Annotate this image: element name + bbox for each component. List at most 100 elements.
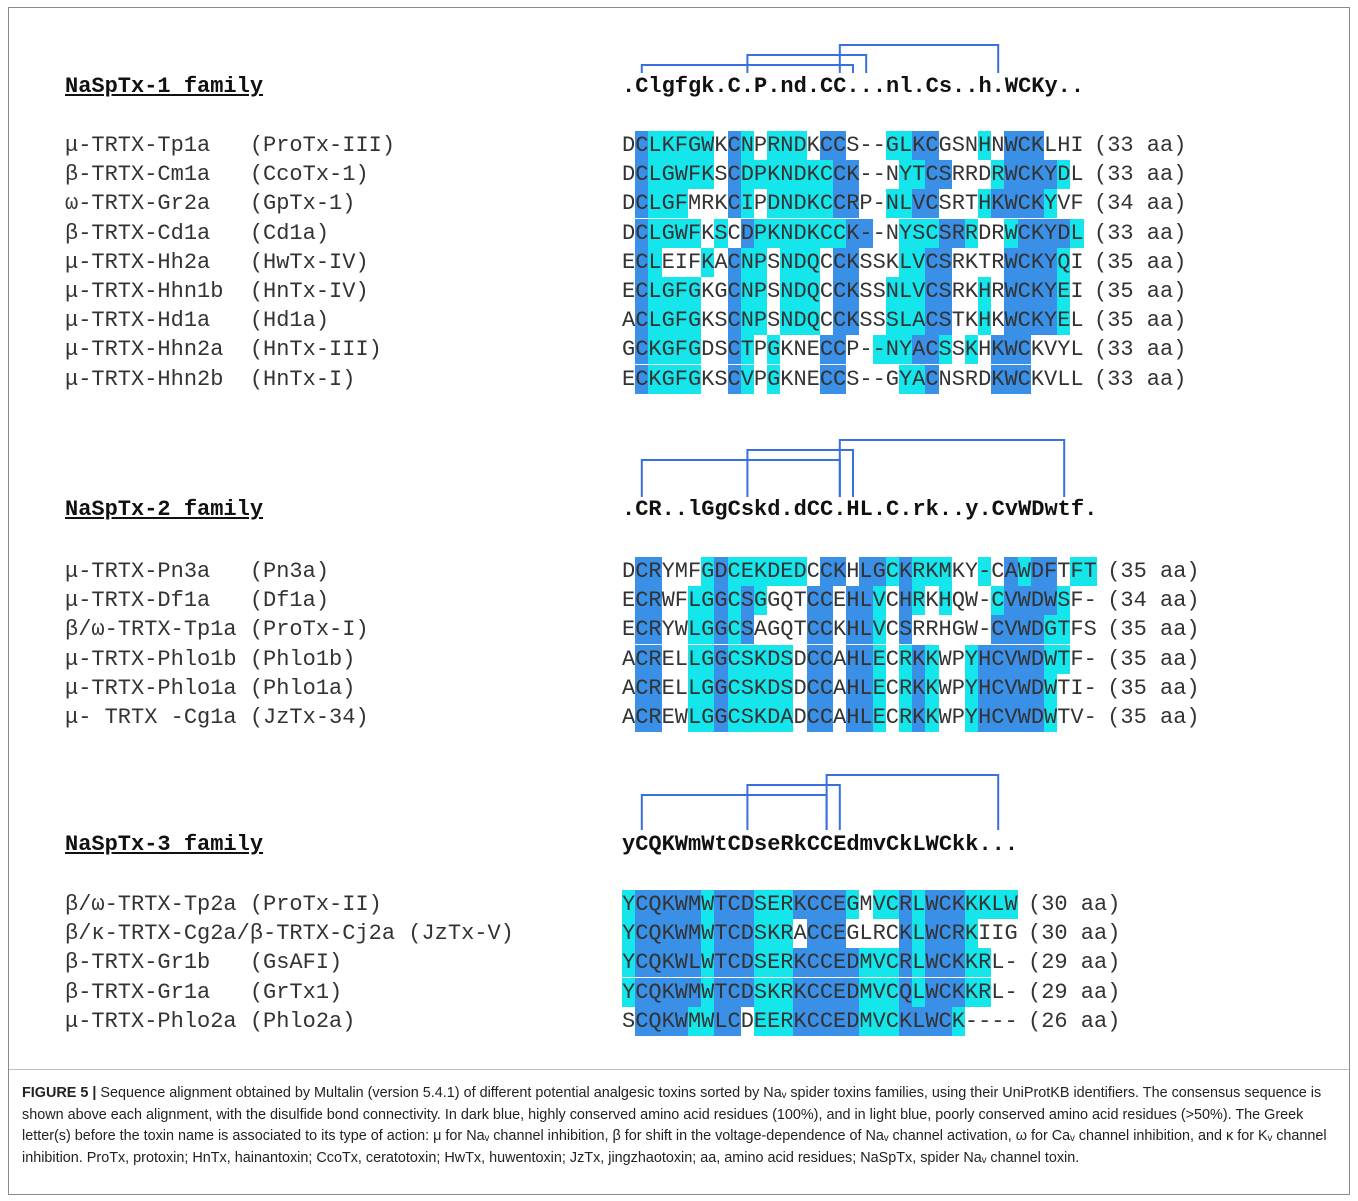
- residue: G: [714, 615, 728, 645]
- residue: L: [648, 160, 662, 190]
- toxin-name: μ-TRTX-Phlo1b (Phlo1b): [65, 646, 356, 672]
- residue: D: [793, 557, 807, 586]
- residue: C: [806, 644, 820, 674]
- residue: R: [925, 617, 939, 643]
- residue: -: [978, 1008, 992, 1034]
- residue: K: [767, 919, 781, 949]
- residue: G: [687, 131, 702, 160]
- residue: -: [859, 133, 873, 158]
- residue: L: [1070, 308, 1084, 334]
- residue: F: [687, 249, 702, 275]
- residue: S: [872, 249, 886, 275]
- residue: C: [819, 335, 834, 365]
- residue: C: [833, 247, 847, 277]
- residue: P: [753, 366, 768, 392]
- residue: H: [978, 306, 992, 336]
- residue: C: [819, 703, 834, 732]
- residue: E: [872, 703, 886, 732]
- residue: W: [1004, 131, 1018, 160]
- residue: E: [622, 279, 636, 304]
- residue: K: [925, 644, 939, 674]
- toxin-name: μ-TRTX-Df1a (Df1a): [65, 588, 330, 614]
- family-title: NaSpTx-3 family: [65, 832, 264, 857]
- residue: D: [793, 189, 807, 219]
- residue: S: [885, 306, 899, 336]
- residue: G: [885, 366, 899, 392]
- residue: Y: [622, 890, 636, 919]
- residue: Q: [648, 890, 662, 919]
- residue: G: [1044, 615, 1058, 645]
- residue: C: [925, 160, 939, 190]
- residue: D: [622, 191, 636, 217]
- residue: C: [635, 586, 649, 616]
- residue: G: [885, 131, 899, 160]
- residue: C: [635, 557, 649, 586]
- residue: Y: [622, 948, 636, 978]
- residue: P: [753, 306, 768, 336]
- residue: A: [912, 364, 926, 394]
- residue: C: [819, 308, 834, 334]
- toxin-sequence: ECRYWLGGCSAGQTCCKHLVCSRRHGW-CVWDGTFS: [622, 615, 1097, 645]
- residue: S: [872, 279, 886, 304]
- residue: W: [701, 919, 715, 949]
- toxin-sequence: DCLGFMRKCIPDNDKCCRP-NLVCSRTHKWCKYVF: [622, 189, 1084, 219]
- sequence-length: (35 aa): [1107, 646, 1200, 672]
- residue: D: [978, 366, 992, 392]
- toxin-name: μ-TRTX-Hhn2a (HnTx-III): [65, 337, 382, 363]
- residue: -: [859, 366, 873, 392]
- residue: R: [898, 703, 913, 732]
- residue: R: [978, 948, 992, 978]
- residue: I: [991, 921, 1005, 947]
- residue: D: [1030, 615, 1045, 645]
- residue: R: [780, 1006, 794, 1036]
- residue: D: [1030, 703, 1045, 732]
- residue: M: [859, 977, 873, 1007]
- residue: C: [635, 247, 649, 277]
- residue: A: [622, 308, 636, 334]
- residue: K: [964, 948, 979, 978]
- residue: N: [991, 133, 1005, 158]
- toxin-sequence: ECRWFLGGCSGGQTCCEHLVCHRKHQW-CVWDWSF-: [622, 586, 1097, 616]
- consensus-sequence: .Clgfgk.C.P.nd.CC...nl.Cs..h.WCKy..: [622, 74, 1085, 99]
- residue: S: [872, 308, 886, 334]
- residue: R: [780, 977, 794, 1007]
- residue: L: [991, 890, 1005, 919]
- residue: S: [1083, 617, 1097, 643]
- residue: C: [635, 890, 649, 919]
- toxin-name: μ-TRTX-Phlo1a (Phlo1a): [65, 675, 356, 701]
- residue: S: [714, 337, 728, 363]
- residue: L: [1070, 337, 1084, 363]
- residue: N: [780, 131, 794, 160]
- residue: C: [727, 948, 741, 978]
- residue: K: [1030, 131, 1045, 160]
- residue: L: [687, 644, 702, 674]
- toxin-name: μ-TRTX-Phlo2a (Phlo2a): [65, 1008, 356, 1034]
- residue: K: [701, 308, 715, 334]
- residue: C: [635, 703, 649, 732]
- toxin-sequence: YCQKWMWTCDSERKCCEGMVCRLWCKKKLW: [622, 890, 1018, 919]
- toxin-sequence: DCRYMFGDCEKDEDCCKHLGCKRKMKY-CAWDFTFT: [622, 557, 1097, 586]
- residue: T: [714, 919, 728, 949]
- residue: C: [833, 160, 847, 190]
- residue: S: [846, 133, 860, 158]
- residue: G: [687, 364, 702, 394]
- residue: A: [714, 249, 728, 275]
- residue: H: [846, 615, 860, 645]
- residue: C: [885, 1006, 899, 1036]
- residue: G: [714, 586, 728, 616]
- residue: N: [740, 306, 754, 336]
- residue: K: [991, 189, 1005, 219]
- residue: L: [674, 675, 688, 701]
- residue: S: [898, 615, 913, 645]
- residue: L: [687, 615, 702, 645]
- residue: G: [661, 218, 675, 248]
- residue: C: [727, 220, 741, 246]
- residue: -: [859, 162, 873, 188]
- residue: G: [661, 364, 675, 394]
- residue: D: [767, 673, 781, 703]
- residue: C: [938, 977, 952, 1007]
- caption-text: Sequence alignment obtained by Multalin …: [22, 1085, 1327, 1166]
- toxin-sequence: YCQKWLWTCDSERKCCEDMVCRLWCKKRL-: [622, 948, 1018, 978]
- residue: Y: [661, 559, 675, 584]
- residue: S: [938, 191, 952, 217]
